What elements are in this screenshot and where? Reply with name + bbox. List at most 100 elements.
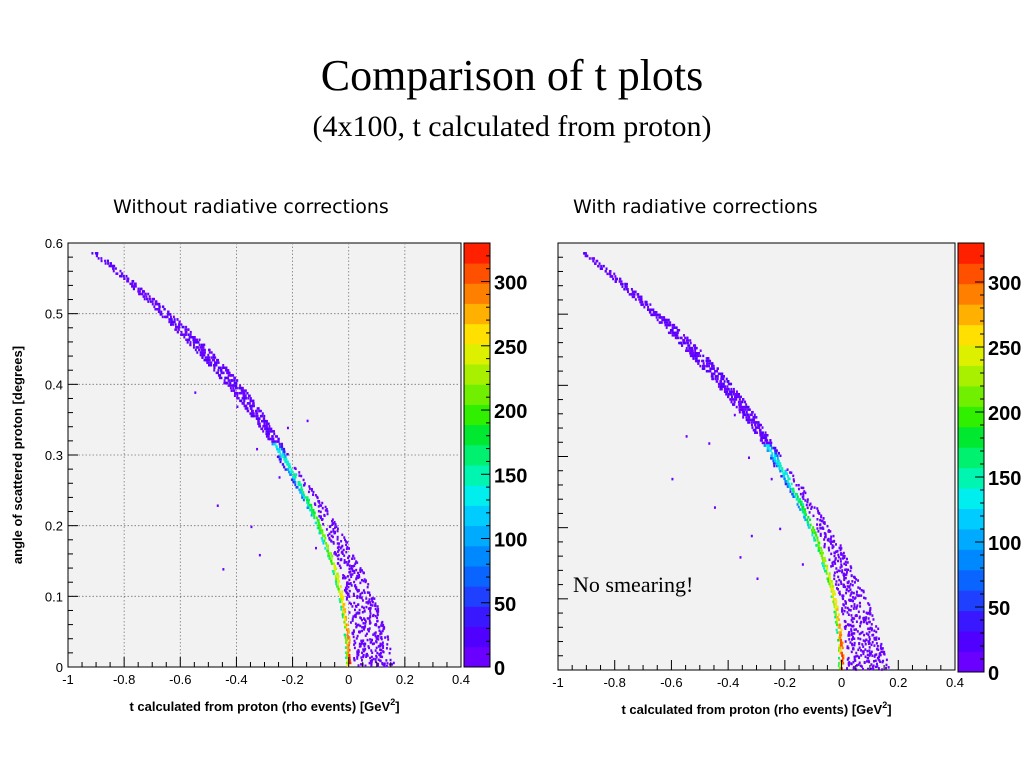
heatmap-cell — [343, 620, 346, 624]
heatmap-cell — [367, 628, 370, 631]
heatmap-cell — [823, 567, 826, 570]
heatmap-cell — [97, 257, 100, 260]
heatmap-cell — [265, 427, 268, 431]
heatmap-cell — [380, 636, 383, 640]
heatmap-cell — [626, 287, 629, 291]
heatmap-cell — [253, 414, 256, 418]
color-bar-segment — [958, 406, 984, 428]
heatmap-cell — [742, 416, 745, 419]
heatmap-cell — [863, 660, 866, 664]
heatmap-cell — [853, 655, 856, 659]
heatmap-cell — [240, 389, 243, 392]
heatmap-cell — [768, 441, 771, 445]
heatmap-cell — [287, 468, 290, 471]
heatmap-cell — [295, 473, 298, 476]
heatmap-cell — [838, 644, 841, 647]
heatmap-cell — [839, 659, 842, 662]
heatmap-cell — [202, 348, 205, 352]
heatmap-cell — [663, 316, 666, 319]
heatmap-cell — [346, 593, 349, 597]
heatmap-cell — [167, 310, 170, 314]
heatmap-cell — [193, 336, 196, 339]
heatmap-cell — [842, 557, 844, 560]
heatmap-cell — [382, 646, 385, 649]
heatmap-cell — [722, 375, 725, 378]
heatmap-cell — [783, 477, 786, 481]
heatmap-cell — [868, 646, 871, 649]
heatmap-cell — [853, 641, 856, 645]
heatmap-cell — [843, 584, 845, 587]
heatmap-cell — [691, 352, 694, 355]
heatmap-cell — [759, 428, 762, 432]
color-bar-segment — [464, 424, 490, 446]
heatmap-cell — [362, 606, 365, 610]
heatmap-cell — [834, 610, 837, 614]
heatmap-cell — [336, 572, 339, 576]
heatmap-cell — [701, 364, 704, 368]
heatmap-cell — [796, 495, 799, 499]
heatmap-cell — [154, 300, 157, 303]
heatmap-cell — [606, 272, 609, 276]
heatmap-cell — [368, 646, 371, 650]
heatmap-cell — [847, 656, 850, 660]
heatmap-cell — [721, 385, 724, 388]
heatmap-cell — [838, 662, 841, 665]
heatmap-cell — [741, 410, 744, 414]
heatmap-cell — [853, 581, 856, 584]
heatmap-cell — [313, 502, 316, 505]
heatmap-cell — [375, 636, 378, 639]
heatmap-cell — [245, 397, 247, 400]
heatmap-cell — [324, 536, 327, 540]
heatmap-cell — [383, 627, 386, 630]
heatmap-cell — [724, 385, 727, 388]
heatmap-cell — [282, 455, 285, 459]
heatmap-cell — [724, 387, 727, 391]
heatmap-cell — [759, 439, 762, 442]
heatmap-cell — [850, 566, 853, 570]
heatmap-cell — [374, 631, 377, 634]
heatmap-cell — [811, 533, 814, 537]
heatmap-cell — [231, 374, 234, 377]
heatmap-cell — [593, 257, 595, 260]
heatmap-cell — [767, 446, 770, 450]
heatmap-cell — [840, 582, 843, 585]
heatmap-cell — [773, 457, 776, 460]
heatmap-cell — [378, 629, 381, 632]
heatmap-cell — [369, 612, 372, 615]
heatmap-cell — [689, 354, 692, 358]
heatmap-cell — [764, 434, 767, 437]
heatmap-cell — [337, 577, 340, 581]
heatmap-cell — [313, 511, 316, 515]
heatmap-cell — [839, 638, 842, 642]
heatmap-cell — [831, 561, 834, 565]
heatmap-cell — [207, 353, 210, 357]
heatmap-cell — [819, 532, 822, 536]
heatmap-cell — [374, 649, 377, 652]
heatmap-cell — [850, 642, 853, 646]
heatmap-cell — [588, 257, 591, 260]
heatmap-cell — [192, 341, 195, 344]
heatmap-cell — [122, 274, 125, 278]
heatmap-cell — [367, 607, 370, 610]
heatmap-cell — [856, 630, 859, 633]
heatmap-cell — [225, 381, 228, 385]
heatmap-cell — [667, 331, 670, 335]
heatmap-cell — [851, 632, 854, 635]
heatmap-cell — [379, 648, 382, 652]
heatmap-cell — [841, 569, 844, 572]
heatmap-cell — [644, 300, 647, 304]
heatmap-cell — [389, 663, 392, 666]
heatmap-cell — [724, 390, 727, 393]
heatmap-cell — [107, 262, 110, 265]
heatmap-cell — [806, 521, 809, 524]
heatmap-cell — [673, 323, 676, 327]
heatmap-cell — [858, 616, 861, 620]
heatmap-cell — [827, 529, 830, 532]
heatmap-cell — [191, 336, 194, 339]
heatmap-cell — [849, 582, 852, 586]
heatmap-cell — [880, 647, 883, 651]
heatmap-cell — [801, 505, 804, 509]
heatmap-cell — [840, 651, 843, 655]
heatmap-cell — [343, 559, 346, 562]
heatmap-cell — [799, 503, 802, 506]
